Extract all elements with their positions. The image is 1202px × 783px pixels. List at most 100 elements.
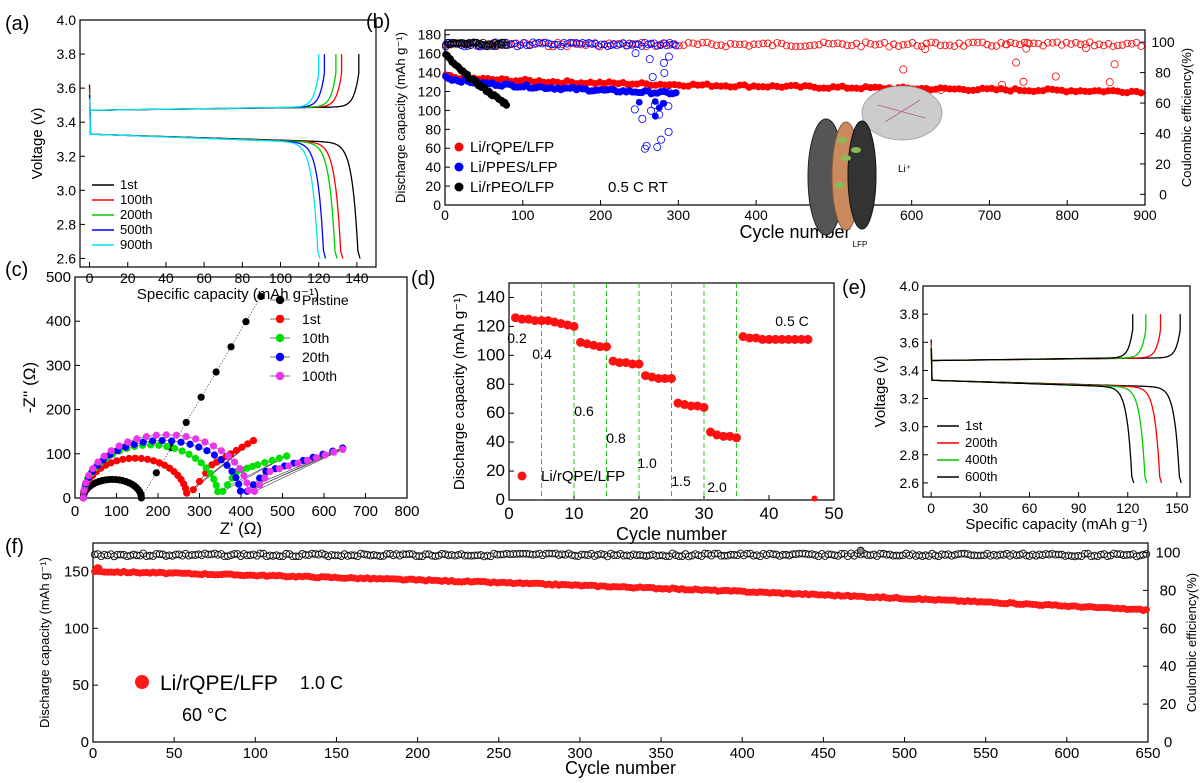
panel-f-axes: 0 50 100 150 200 250 300 350 400 450 500 550 600 6500… — [37, 542, 1181, 778]
panel-a-axes: 0 20 40 60 80 100 120 140 2.6 2.8 3.0 3.2 3.4 3.6 3.8 4… — [29, 12, 377, 303]
panel-b-ce-outlier — [921, 45, 930, 54]
panel-b-ce-point — [698, 38, 707, 47]
panel-c-xtick-label: 400 — [228, 503, 253, 520]
panel-c-point — [238, 443, 246, 451]
panel-b-ce-point — [866, 40, 875, 48]
panel-d-ytick-label: 0 — [496, 490, 505, 509]
panel-c-point — [149, 457, 158, 465]
panel-d-ytick-label: 120 — [477, 316, 505, 335]
panel-a-legend-label-2: 200th — [120, 207, 153, 222]
panel-f-capacity-series — [91, 564, 1150, 615]
panel-b-capacity-point — [502, 101, 511, 109]
panel-b-series-2 — [442, 38, 511, 109]
panel-e-ytick-label: 3.0 — [900, 419, 920, 435]
panel-b-ce-point — [694, 40, 702, 48]
panel-b-ce-point — [1090, 41, 1099, 50]
panel-f-xtick-label: 400 — [730, 745, 755, 762]
panel-c-point — [243, 479, 251, 487]
panel-b-ce-point — [913, 42, 921, 50]
panel-a-xtick-label: 100 — [269, 270, 293, 286]
panel-b-ce-point — [848, 41, 856, 50]
panel-c-legend-label-0: Pristine — [302, 292, 349, 308]
panel-b-ce-point — [736, 40, 744, 49]
panel-c-ytick-label: 200 — [46, 402, 71, 419]
panel-a-legend-label-1: 100th — [120, 192, 153, 207]
panel-c-point — [312, 454, 320, 462]
panel-c-point — [232, 474, 240, 482]
panel-b-ce-point — [653, 42, 662, 50]
panel-c-point — [152, 469, 160, 477]
panel-b-ce-point — [703, 38, 711, 47]
panel-c-xtick-label: 100 — [104, 503, 129, 520]
panel-e-ytick-label: 3.4 — [900, 362, 920, 378]
panel-f-rate: 1.0 C — [300, 673, 343, 693]
panel-d-axes: 0 10 20 30 40 50 0 20 40 60 80 100 120 140 Cycle numbe… — [451, 282, 843, 544]
panel-a-legend-label-3: 500th — [120, 222, 153, 237]
panel-d-ytick-label: 20 — [486, 461, 505, 480]
panel-f-xtick-label: 150 — [324, 745, 349, 762]
panel-f-legend-marker — [135, 675, 149, 689]
lfp-disc — [847, 120, 877, 230]
panel-c-point — [330, 448, 338, 456]
panel-b-capacity-outlier — [651, 98, 659, 105]
panel-c-legend-marker-1 — [275, 314, 285, 324]
panel-d-ytick-label: 40 — [486, 432, 505, 451]
panel-c-point — [137, 454, 146, 463]
panel-b-ytick-label: 100 — [418, 102, 442, 118]
panel-b-ce-point — [787, 42, 795, 50]
panel-c-point — [168, 437, 176, 445]
panel-b-ce-outlier — [899, 65, 908, 74]
panel-d-rate-0 — [511, 313, 546, 326]
panel-a-charge-curve-2 — [89, 54, 337, 111]
panel-b-ce-point — [726, 39, 735, 48]
panel-c-legend-marker-4 — [275, 371, 285, 381]
panel-c-point — [149, 437, 157, 445]
panel-c-point — [275, 465, 283, 473]
panel-d-point — [628, 359, 637, 369]
panel-d-point — [615, 358, 624, 368]
panel-c-point — [139, 438, 147, 446]
panel-f-xtick-label: 650 — [1135, 745, 1160, 762]
panel-a-charge-curve-4 — [89, 54, 320, 111]
panel-f-frame — [92, 542, 1149, 743]
panel-b-ce-point — [1123, 39, 1131, 48]
panel-a-charge-curve-1 — [89, 54, 343, 111]
panel-b-ce-point — [890, 40, 898, 48]
panel-e-label: (e) — [842, 277, 866, 299]
panel-e-xtick-label: 120 — [1116, 500, 1140, 516]
panel-b-ce-point — [708, 40, 716, 48]
panel-f-xtick-label: 350 — [649, 745, 674, 762]
panel-c-point — [219, 487, 227, 495]
panel-b-ce-point — [974, 38, 982, 47]
panel-c-xtick-label: 0 — [71, 503, 79, 520]
panel-b-legend-marker-2 — [454, 182, 464, 192]
panel-b-ce-point — [577, 40, 585, 49]
panel-b-ce-point — [936, 41, 945, 50]
panel-f-y2tick-label: 20 — [1160, 696, 1177, 713]
panel-f-xtick-label: 550 — [973, 745, 998, 762]
panel-c-point — [261, 474, 269, 482]
panel-e-xtick-label: 60 — [1022, 500, 1038, 516]
panel-d-xtick-label: 20 — [630, 504, 649, 523]
panel-c-legend-marker-2 — [275, 333, 285, 343]
panel-d-legend-label: Li/rQPE/LFP — [541, 468, 625, 485]
panel-d-rate-1 — [543, 316, 579, 331]
panel-c-point — [79, 494, 87, 502]
panel-f-y2tick-label: 40 — [1160, 658, 1177, 675]
panel-c-legend-label-4: 100th — [302, 368, 337, 384]
panel-b-ce-point — [680, 41, 688, 49]
panel-b-ce-point — [1137, 42, 1145, 50]
panel-b-legend-label-0: Li/rQPE/LFP — [470, 139, 554, 156]
panel-f-xtick-label: 600 — [1054, 745, 1079, 762]
panel-d-point — [660, 373, 670, 383]
panel-a-frame — [79, 19, 377, 268]
panel-c-point — [240, 471, 248, 480]
panel-f-ce-point — [1080, 549, 1089, 558]
panel-b-ce-point — [717, 41, 725, 49]
panel-c-point — [82, 479, 90, 487]
panel-d-point — [569, 321, 579, 331]
panel-b-ce-point — [941, 41, 949, 50]
panel-f-ce-point — [856, 546, 865, 555]
panel-b-ce-point — [476, 39, 484, 48]
panel-f-capacity-point — [92, 564, 103, 575]
